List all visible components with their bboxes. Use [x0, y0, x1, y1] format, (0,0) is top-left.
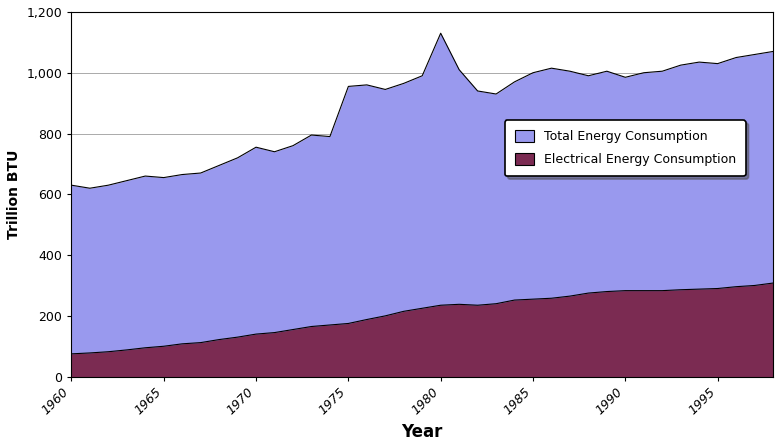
Y-axis label: Trillion BTU: Trillion BTU [7, 150, 21, 239]
X-axis label: Year: Year [402, 423, 443, 441]
Legend: Total Energy Consumption, Electrical Energy Consumption: Total Energy Consumption, Electrical Ene… [505, 121, 746, 177]
